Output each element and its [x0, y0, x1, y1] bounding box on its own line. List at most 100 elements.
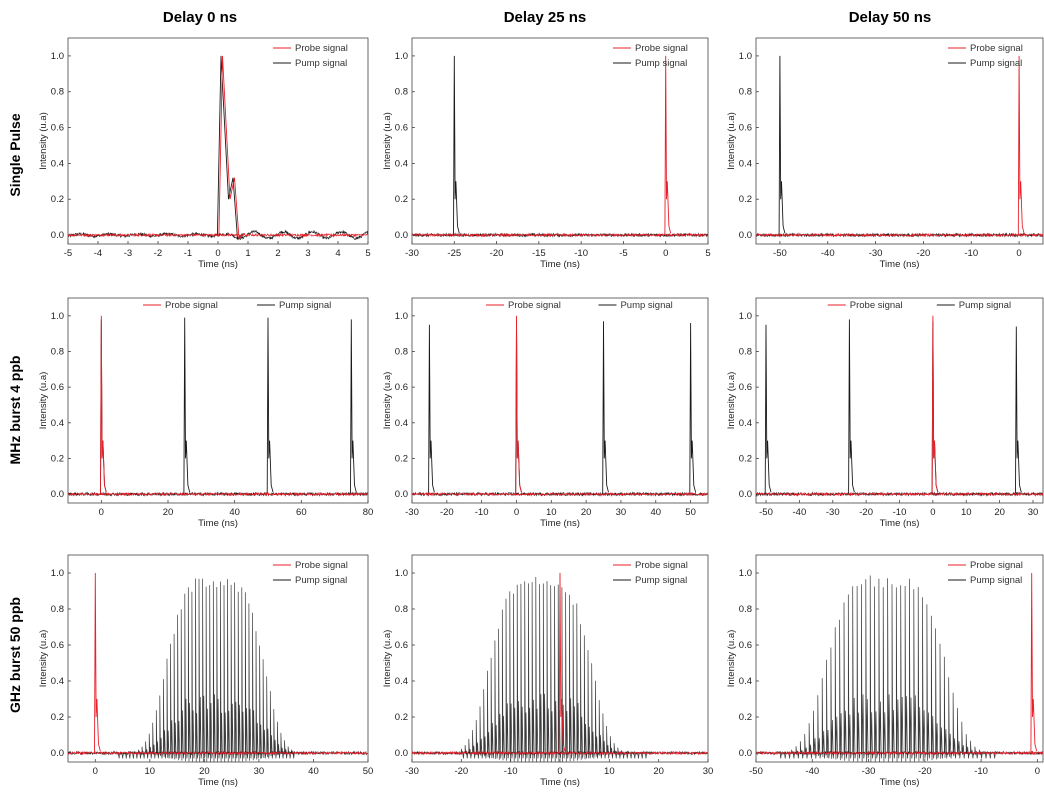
row-title-2: GHz burst 50 ppb	[7, 597, 23, 713]
pump-burst-pulse	[498, 628, 502, 760]
y-tick-label: 0.0	[739, 748, 752, 759]
pump-burst-pulse	[904, 585, 909, 762]
x-axis-label: Time (ns)	[880, 777, 920, 788]
y-tick-label: 0.4	[395, 158, 408, 169]
y-tick-label: 0.6	[395, 382, 408, 393]
pump-burst-pulse	[606, 725, 610, 759]
chart-panel-r2c0: 0.0 0.2 0.4 0.6 0.8 1.0 0 10 20 30 40 50 Time (ns) In…	[38, 554, 373, 788]
pump-burst-pulse	[280, 732, 284, 759]
chart-panel-r1c2: 0.0 0.2 0.4 0.6 0.8 1.0 -50 -40 -30 -20 -10 0 10 20 30…	[726, 297, 1044, 529]
plot-frame	[755, 554, 1044, 763]
probe-baseline	[412, 232, 708, 238]
y-tick-label: 1.0	[51, 568, 64, 579]
plot-frame	[411, 297, 709, 504]
pump-burst-pulse	[539, 584, 543, 762]
plot-frame	[67, 554, 369, 763]
pump-burst-pulse	[909, 578, 913, 762]
legend-label-pump: Pump signal	[635, 58, 687, 69]
y-tick-label: 0.4	[739, 158, 752, 169]
pump-burst-pulse	[598, 700, 603, 759]
pump-burst-pulse	[830, 647, 835, 759]
pump-burst-pulse	[826, 659, 830, 759]
pump-burst-pulse	[865, 579, 870, 762]
pump-burst-pulse	[852, 586, 856, 762]
probe-baseline	[756, 491, 1043, 497]
x-tick-label: 20	[163, 507, 174, 518]
y-axis-label: Intensity (u.a)	[38, 630, 49, 688]
pump-burst-pulse	[576, 603, 580, 761]
x-tick-label: -10	[893, 507, 907, 518]
x-tick-label: 30	[616, 507, 627, 518]
x-axis-label: Time (ns)	[540, 259, 580, 270]
pump-burst-pulse	[220, 581, 224, 762]
pump-burst-pulse	[861, 584, 865, 762]
x-tick-label: 4	[335, 248, 340, 259]
pump-burst-pulse	[821, 678, 826, 759]
x-tick-label: 50	[685, 507, 696, 518]
y-axis-label: Intensity (u.a)	[726, 372, 737, 430]
y-tick-label: 0.0	[51, 489, 64, 500]
pump-burst-pulse	[234, 582, 238, 762]
x-tick-label: -20	[917, 248, 931, 259]
y-tick-label: 0.6	[51, 640, 64, 651]
x-tick-label: -10	[974, 766, 988, 777]
pump-burst-pulse	[177, 614, 181, 761]
probe-baseline	[412, 750, 708, 756]
probe-baseline	[756, 232, 1043, 238]
pump-burst-pulse	[591, 663, 595, 759]
pump-burst-pulse	[791, 749, 795, 759]
x-tick-label: -40	[793, 507, 807, 518]
y-tick-label: 0.8	[395, 604, 408, 615]
x-tick-label: 80	[363, 507, 374, 518]
x-axis-label: Time (ns)	[540, 777, 580, 788]
y-tick-label: 1.0	[51, 51, 64, 62]
legend: Probe signal Pump signal	[948, 560, 1023, 586]
pump-burst-pulse	[843, 602, 848, 761]
pump-burst-pulse	[922, 597, 926, 762]
x-tick-label: -10	[574, 248, 588, 259]
legend: Probe signal Pump signal	[486, 300, 673, 311]
legend-label-probe: Probe signal	[295, 43, 348, 54]
pump-burst-pulse	[550, 585, 554, 762]
x-tick-label: -30	[869, 248, 883, 259]
x-tick-label: 0	[930, 507, 935, 518]
legend-label-pump: Pump signal	[620, 300, 672, 311]
pump-peak	[602, 321, 609, 495]
pump-burst-pulse	[262, 659, 267, 759]
x-tick-label: 0	[215, 248, 220, 259]
x-tick-label: -10	[504, 766, 518, 777]
pump-peak	[266, 317, 274, 495]
pump-burst-pulse	[939, 643, 944, 759]
pump-burst-pulse	[839, 619, 843, 761]
pump-burst-pulse	[173, 633, 178, 760]
y-tick-label: 0.0	[739, 489, 752, 500]
pump-burst-pulse	[277, 721, 281, 759]
chart-panel-r1c0: 0.0 0.2 0.4 0.6 0.8 1.0 0 20 40 60 80 Time (ns) Inte…	[38, 297, 374, 529]
x-tick-label: -40	[805, 766, 819, 777]
pump-burst-pulse	[475, 719, 480, 759]
x-tick-label: 0	[557, 766, 562, 777]
pump-burst-pulse	[241, 587, 245, 762]
x-axis-label: Time (ns)	[880, 518, 920, 529]
x-tick-label: 40	[650, 507, 661, 518]
pump-burst-pulse	[891, 584, 896, 762]
y-tick-label: 0.2	[739, 712, 752, 723]
pump-burst-pulse	[878, 578, 883, 762]
pump-burst-pulse	[227, 579, 231, 762]
x-tick-label: -20	[490, 248, 504, 259]
pump-burst-pulse	[930, 615, 935, 761]
x-axis-label: Time (ns)	[198, 259, 238, 270]
y-tick-label: 0.6	[739, 640, 752, 651]
chart-panel-r0c0: 0.0 0.2 0.4 0.6 0.8 1.0 -5 -4 -3 -2 -1 0 1 2 3 4 5 Time (…	[38, 37, 371, 270]
pump-burst-pulse	[490, 657, 495, 759]
x-tick-label: 0	[99, 507, 104, 518]
pump-peak	[183, 317, 191, 495]
pump-burst-pulse	[202, 578, 206, 762]
pump-burst-pulse	[948, 677, 952, 759]
pump-peak	[764, 324, 772, 495]
legend-label-probe: Probe signal	[635, 560, 688, 571]
pump-burst-pulse	[961, 721, 966, 759]
pump-peak	[1015, 326, 1022, 495]
legend: Probe signal Pump signal	[613, 560, 688, 586]
x-tick-label: -20	[918, 766, 932, 777]
